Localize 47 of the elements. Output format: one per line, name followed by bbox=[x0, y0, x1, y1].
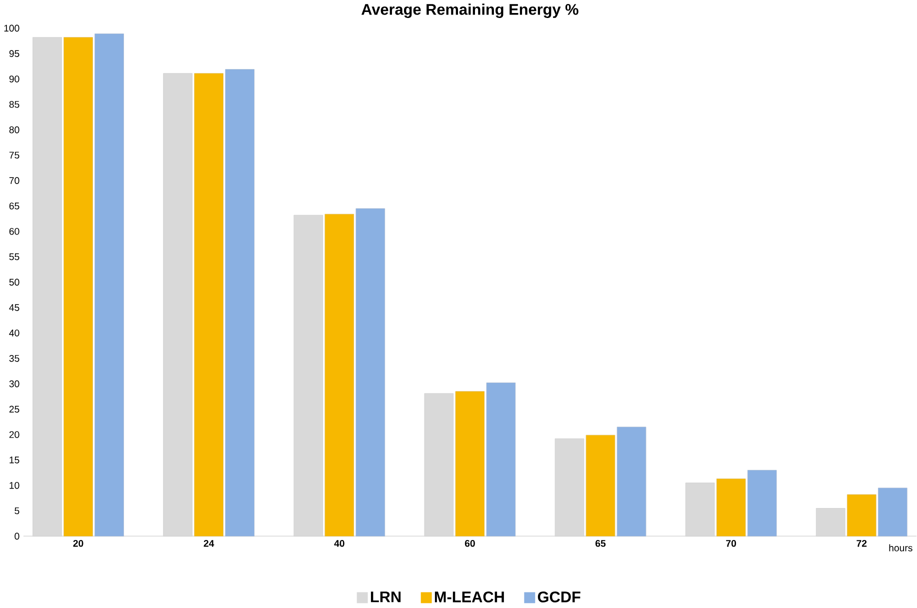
bar bbox=[716, 478, 746, 536]
bar bbox=[846, 494, 876, 536]
x-tick-label: 60 bbox=[464, 540, 475, 547]
x-tick-label: 70 bbox=[726, 540, 736, 547]
y-tick-label: 35 bbox=[9, 354, 20, 362]
bar bbox=[486, 382, 516, 536]
y-tick-label: 50 bbox=[9, 278, 20, 286]
x-tick-label: 24 bbox=[204, 540, 214, 547]
y-tick-label: 30 bbox=[9, 380, 20, 388]
x-tick-label: 65 bbox=[596, 540, 606, 547]
y-tick-label: 10 bbox=[10, 482, 20, 489]
x-tick-label: 72 bbox=[856, 540, 867, 547]
bar bbox=[324, 214, 354, 536]
bar bbox=[455, 391, 485, 536]
y-tick-label: 65 bbox=[9, 202, 20, 210]
bar bbox=[64, 37, 93, 536]
bar bbox=[586, 434, 616, 536]
bar bbox=[616, 426, 646, 536]
y-tick-label: 20 bbox=[9, 431, 20, 438]
bar bbox=[225, 69, 254, 536]
y-tick-label: 75 bbox=[9, 152, 20, 158]
y-tick-label: 80 bbox=[9, 126, 20, 134]
y-tick-label: 25 bbox=[9, 406, 20, 413]
y-tick-label: 40 bbox=[9, 330, 20, 336]
y-tick-label: 55 bbox=[9, 253, 20, 260]
chart-title: Average Remaining Energy % bbox=[361, 4, 578, 18]
legend-label: LRN bbox=[370, 592, 401, 602]
legend-label: M-LEACH bbox=[434, 591, 504, 602]
bar bbox=[356, 208, 386, 536]
x-axis-title: hours bbox=[889, 544, 912, 552]
bar bbox=[94, 33, 124, 536]
bar bbox=[747, 470, 777, 536]
y-tick-label: 95 bbox=[9, 50, 20, 57]
x-tick-label: 40 bbox=[334, 540, 344, 547]
x-tick-label: 20 bbox=[73, 540, 84, 547]
y-tick-label: 15 bbox=[10, 456, 20, 464]
y-tick-label: 70 bbox=[9, 177, 20, 184]
legend-label: GCDF bbox=[538, 591, 580, 602]
y-tick-label: 100 bbox=[4, 24, 20, 32]
y-tick-label: 0 bbox=[14, 532, 20, 540]
y-tick-label: 5 bbox=[14, 507, 20, 514]
y-tick-label: 85 bbox=[9, 100, 20, 108]
y-tick-label: 60 bbox=[9, 228, 20, 235]
y-tick-label: 45 bbox=[9, 304, 20, 311]
bar bbox=[878, 488, 908, 536]
y-tick-label: 90 bbox=[9, 76, 20, 82]
bar bbox=[194, 73, 224, 536]
